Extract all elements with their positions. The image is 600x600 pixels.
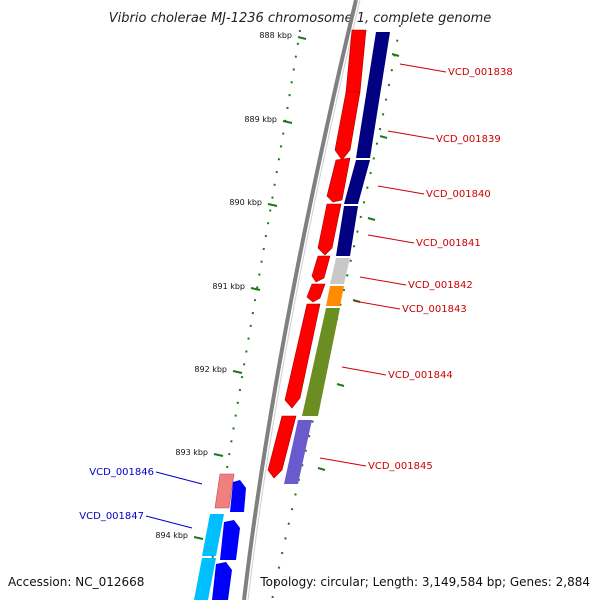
tick-mark <box>250 287 261 291</box>
genome-summary-text: Topology: circular; Length: 3,149,584 bp… <box>259 575 590 589</box>
tick-label-894: 894 kbp <box>155 531 188 540</box>
gene-arrow-001847-b[interactable] <box>194 558 216 600</box>
callout-lines-plus <box>319 63 447 467</box>
tick-label-892: 892 kbp <box>194 365 227 374</box>
gene-label-001840[interactable]: VCD_001840 <box>426 189 491 200</box>
gene-arrows-plus <box>267 29 367 479</box>
gene-label-001838[interactable]: VCD_001838 <box>448 67 513 78</box>
gene-label-001847[interactable]: VCD_001847 <box>79 511 144 522</box>
tick-mark <box>232 370 243 374</box>
cds-bar-001841[interactable] <box>336 206 358 256</box>
gene-arrow-001843[interactable] <box>306 283 326 303</box>
cds-bars-plus <box>284 32 390 484</box>
cds-bar-001842[interactable] <box>330 258 350 284</box>
chromosome-backbone <box>242 0 358 600</box>
gene-label-001842[interactable]: VCD_001842 <box>408 280 473 291</box>
minus-arrow-a[interactable] <box>230 480 246 512</box>
gene-arrow-001844[interactable] <box>284 303 321 409</box>
gene-label-001846[interactable]: VCD_001846 <box>89 467 154 478</box>
accession-text: Accession: NC_012668 <box>8 575 144 589</box>
gene-arrow-001846[interactable] <box>214 473 235 509</box>
gene-arrow-001845[interactable] <box>267 415 297 479</box>
gene-label-001844[interactable]: VCD_001844 <box>388 370 453 381</box>
cds-bar-001843[interactable] <box>326 286 344 306</box>
tick-label-889: 889 kbp <box>244 115 277 124</box>
minus-arrow-b[interactable] <box>220 520 240 560</box>
gene-arrow-001839[interactable] <box>334 91 361 161</box>
gene-arrow-001842[interactable] <box>311 255 331 283</box>
tick-mark <box>297 36 307 40</box>
gene-label-001841[interactable]: VCD_001841 <box>416 238 481 249</box>
gene-labels: VCD_001838 VCD_001839 VCD_001840 VCD_001… <box>79 67 512 522</box>
cds-bar-001838[interactable] <box>356 32 390 158</box>
map-title: Vibrio cholerae MJ-1236 chromosome 1, co… <box>109 11 491 26</box>
tick-mark <box>282 120 293 124</box>
cds-bar-001845[interactable] <box>284 420 312 484</box>
gene-label-001845[interactable]: VCD_001845 <box>368 461 433 472</box>
callout-lines-minus <box>145 471 203 529</box>
gene-arrow-001838[interactable] <box>345 29 367 93</box>
scale-ticks: 888 kbp 889 kbp 890 kbp 891 kbp 892 kbp … <box>155 31 307 540</box>
tick-mark <box>193 536 204 540</box>
tick-mark <box>213 453 224 457</box>
cds-bar-001840[interactable] <box>344 160 370 204</box>
minus-arrow-c[interactable] <box>212 562 232 600</box>
gene-label-001843[interactable]: VCD_001843 <box>402 304 467 315</box>
cds-bar-001844[interactable] <box>302 308 340 416</box>
gene-arrow-001841[interactable] <box>317 203 342 256</box>
gene-label-001839[interactable]: VCD_001839 <box>436 134 501 145</box>
gene-arrow-001840[interactable] <box>326 157 351 203</box>
backbone-highlight <box>247 0 361 600</box>
tick-label-888: 888 kbp <box>259 31 292 40</box>
gene-arrows-minus <box>194 473 246 600</box>
tick-label-893: 893 kbp <box>175 448 208 457</box>
tick-label-890: 890 kbp <box>229 198 262 207</box>
tick-mark <box>267 203 278 207</box>
gene-arrow-001847[interactable] <box>202 514 224 556</box>
tick-label-891: 891 kbp <box>212 282 245 291</box>
